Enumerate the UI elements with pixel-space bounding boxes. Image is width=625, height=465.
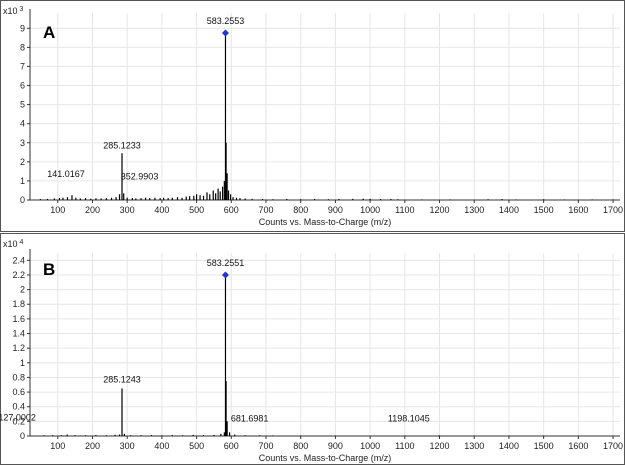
panel-letter: A bbox=[43, 23, 55, 42]
peak-label: 352.9903 bbox=[121, 172, 159, 182]
y-tick-label: 1.2 bbox=[12, 343, 25, 353]
base-peak-marker-icon bbox=[221, 271, 229, 279]
y-tick-label: 6 bbox=[20, 81, 25, 91]
x-tick-label: 1200 bbox=[430, 441, 450, 451]
x-tick-label: 600 bbox=[224, 205, 239, 215]
y-scale-factor: x10 4 bbox=[3, 239, 24, 249]
x-tick-label: 600 bbox=[224, 441, 239, 451]
y-tick-label: 1.6 bbox=[12, 314, 25, 324]
y-tick-label: 0 bbox=[20, 195, 25, 205]
x-tick-label: 900 bbox=[328, 205, 343, 215]
peak-label: 285.1243 bbox=[103, 374, 141, 384]
x-tick-label: 1000 bbox=[360, 441, 380, 451]
x-tick-label: 400 bbox=[154, 205, 169, 215]
y-tick-label: 2.2 bbox=[12, 270, 25, 280]
y-tick-label: 1.8 bbox=[12, 299, 25, 309]
x-tick-label: 1400 bbox=[499, 441, 519, 451]
y-tick-label: 0.2 bbox=[12, 416, 25, 426]
x-tick-label: 1600 bbox=[568, 205, 588, 215]
spectrum-chart-b: 0 0.2 0.4 0.6 0.8 1 1.2 1.4 1.6 1.8 2 2.2 2.4 100 200 3… bbox=[0, 233, 625, 465]
x-axis-title: Counts vs. Mass-to-Charge (m/z) bbox=[259, 453, 392, 463]
y-scale-exponent: 4 bbox=[20, 239, 24, 246]
x-tick-label: 400 bbox=[154, 441, 169, 451]
y-tick-label: 2 bbox=[20, 157, 25, 167]
y-tick-label: 0.6 bbox=[12, 387, 25, 397]
peak-label: 127.0002 bbox=[0, 413, 36, 423]
peak-label: 583.2551 bbox=[207, 258, 245, 268]
x-tick-label: 1300 bbox=[464, 441, 484, 451]
x-tick-label: 500 bbox=[189, 441, 204, 451]
y-tick-label: 8 bbox=[20, 42, 25, 52]
spectrum-panel-b: 0 0.2 0.4 0.6 0.8 1 1.2 1.4 1.6 1.8 2 2.2 2.4 100 200 3… bbox=[0, 233, 625, 465]
y-tick-label: 0 bbox=[20, 431, 25, 441]
x-tick-label: 500 bbox=[189, 205, 204, 215]
y-tick-label: 1 bbox=[20, 358, 25, 368]
y-tick-label: 9 bbox=[20, 23, 25, 33]
peak-label: 583.2553 bbox=[207, 16, 245, 26]
plot-frame bbox=[0, 233, 625, 465]
x-tick-label: 700 bbox=[258, 441, 273, 451]
spectrum-chart-a: 0 1 2 3 4 5 6 7 8 9 100 200 300 400 500 600 700 800 900 100… bbox=[0, 0, 625, 232]
x-tick-label: 1500 bbox=[534, 205, 554, 215]
x-tick-label: 1700 bbox=[603, 205, 623, 215]
peak-label: 141.0167 bbox=[47, 169, 85, 179]
y-tick-label: 7 bbox=[20, 61, 25, 71]
x-tick-label: 800 bbox=[293, 205, 308, 215]
x-tick-label: 800 bbox=[293, 441, 308, 451]
y-scale-factor: x10 3 bbox=[3, 6, 24, 16]
y-tick-label: 2.4 bbox=[12, 255, 25, 265]
peak-label: 681.6981 bbox=[231, 413, 269, 423]
y-scale-prefix: x10 bbox=[3, 239, 18, 249]
y-tick-label: 1 bbox=[20, 176, 25, 186]
y-scale-exponent: 3 bbox=[20, 6, 24, 13]
x-tick-label: 200 bbox=[85, 205, 100, 215]
x-tick-label: 1500 bbox=[534, 441, 554, 451]
y-tick-label: 0.4 bbox=[12, 402, 25, 412]
peak-label: 1198.1045 bbox=[388, 413, 430, 423]
y-tick-label: 3 bbox=[20, 138, 25, 148]
x-tick-label: 1700 bbox=[603, 441, 623, 451]
x-axis-title: Counts vs. Mass-to-Charge (m/z) bbox=[259, 217, 392, 227]
panel-letter: B bbox=[43, 260, 55, 279]
x-tick-label: 1600 bbox=[568, 441, 588, 451]
x-tick-label: 900 bbox=[328, 441, 343, 451]
x-tick-label: 1100 bbox=[395, 441, 414, 451]
x-tick-label: 1400 bbox=[499, 205, 519, 215]
y-tick-label: 5 bbox=[20, 100, 25, 110]
plot-frame bbox=[0, 0, 625, 232]
spectrum-panel-a: 0 1 2 3 4 5 6 7 8 9 100 200 300 400 500 600 700 800 900 100… bbox=[0, 0, 625, 232]
y-tick-label: 0.8 bbox=[12, 372, 25, 382]
y-tick-label: 4 bbox=[20, 119, 25, 129]
x-tick-label: 300 bbox=[120, 441, 135, 451]
x-tick-label: 100 bbox=[50, 441, 65, 451]
x-tick-label: 300 bbox=[120, 205, 135, 215]
x-tick-label: 200 bbox=[85, 441, 100, 451]
x-tick-label: 100 bbox=[50, 205, 65, 215]
y-tick-label: 2 bbox=[20, 285, 25, 295]
y-scale-prefix: x10 bbox=[3, 6, 18, 16]
x-tick-label: 1200 bbox=[430, 205, 450, 215]
x-tick-label: 700 bbox=[258, 205, 273, 215]
x-tick-label: 1300 bbox=[464, 205, 484, 215]
x-tick-label: 1000 bbox=[360, 205, 380, 215]
x-tick-label: 1100 bbox=[395, 205, 414, 215]
y-tick-label: 1.4 bbox=[12, 329, 25, 339]
peak-label: 285.1233 bbox=[103, 140, 141, 150]
base-peak-marker-icon bbox=[221, 29, 229, 37]
